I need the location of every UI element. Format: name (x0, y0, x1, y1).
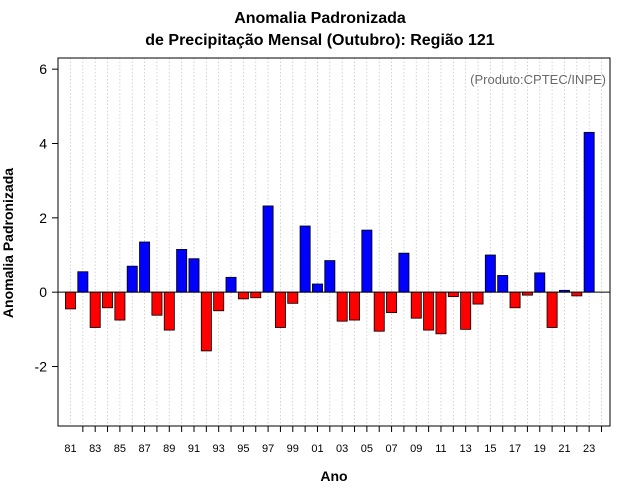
x-tick-label: 01 (311, 443, 323, 455)
x-tick-label: 19 (534, 443, 546, 455)
bar-09 (410, 291, 422, 319)
bar-99 (287, 291, 299, 304)
bar-04 (349, 291, 360, 321)
x-tick-label: 15 (484, 443, 496, 455)
bar-13 (460, 291, 472, 330)
x-tick-label: 85 (114, 443, 126, 455)
bar-23 (583, 131, 595, 293)
gridlines (70, 58, 602, 426)
x-axis-label: Ano (320, 468, 348, 484)
x-tick-label: 97 (262, 443, 274, 455)
x-tick-label: 95 (237, 443, 249, 455)
chart-subtitle: de Precipitação Mensal (Outubro): Região… (145, 32, 495, 49)
y-tick-label: -2 (35, 359, 48, 375)
y-tick-label: 6 (39, 61, 47, 77)
bar-96 (250, 291, 262, 299)
bar-15 (484, 254, 496, 293)
bar-05 (361, 229, 373, 293)
bar-02 (324, 260, 336, 293)
bar-12 (447, 291, 459, 298)
x-tick-label: 05 (361, 443, 373, 455)
y-tick-label: 4 (39, 135, 47, 151)
x-tick-label: 17 (509, 443, 521, 455)
x-tick-label: 87 (138, 443, 150, 455)
x-tick-label: 03 (336, 443, 348, 455)
bar-90 (176, 249, 188, 293)
bar-08 (398, 252, 410, 293)
x-tick-label: 13 (460, 443, 472, 455)
bar-01 (312, 283, 323, 293)
bar-20 (546, 291, 558, 328)
x-tick-label: 07 (385, 443, 397, 455)
bar-00 (299, 225, 311, 293)
bar-81 (65, 291, 76, 310)
x-tick-label: 21 (558, 443, 570, 455)
bar-11 (435, 291, 447, 335)
bar-84 (102, 291, 114, 309)
x-tick-label: 91 (188, 443, 200, 455)
bar-03 (336, 291, 348, 322)
x-tick-label: 23 (583, 443, 595, 455)
bar-87 (139, 241, 151, 293)
plot-frame (57, 57, 611, 427)
x-tick-label: 81 (64, 443, 76, 455)
y-tick-label: 2 (39, 210, 47, 226)
chart-title: Anomalia Padronizada (234, 10, 406, 27)
bar-93 (213, 291, 225, 312)
bar-06 (373, 291, 385, 332)
bar-92 (200, 291, 212, 352)
x-axis: 81 83 85 87 89 91 93 95 97 99 01 03 05 07 09 11 13 15 17 19… (64, 426, 603, 455)
source-annotation: (Produto:CPTEC/INPE) (470, 72, 606, 87)
bar-97 (262, 205, 274, 293)
y-axis: -2 0 2 4 6 (35, 61, 58, 375)
y-axis-label-text: Anomalia Padronizada (0, 167, 16, 319)
y-tick-label: 0 (39, 284, 47, 300)
x-tick-label: 93 (213, 443, 225, 455)
bar-17 (509, 291, 521, 309)
bar-94 (225, 276, 237, 293)
bar-95 (237, 291, 249, 300)
x-tick-label: 83 (89, 443, 101, 455)
x-tick-label: 99 (287, 443, 299, 455)
bar-16 (497, 275, 509, 293)
bar-88 (151, 291, 163, 316)
x-tick-label: 11 (435, 443, 446, 455)
bar-19 (534, 272, 546, 293)
bar-82 (77, 271, 89, 293)
x-tick-label: 89 (163, 443, 175, 455)
bar-89 (163, 291, 175, 331)
bar-85 (114, 291, 126, 321)
bar-22 (571, 291, 583, 297)
bar-91 (188, 258, 200, 293)
bar-14 (472, 291, 484, 305)
bar-07 (386, 291, 398, 314)
bar-83 (89, 291, 101, 328)
bar-10 (423, 291, 435, 331)
x-tick-label: 09 (410, 443, 422, 455)
bar-98 (274, 291, 286, 328)
bar-86 (126, 265, 138, 293)
